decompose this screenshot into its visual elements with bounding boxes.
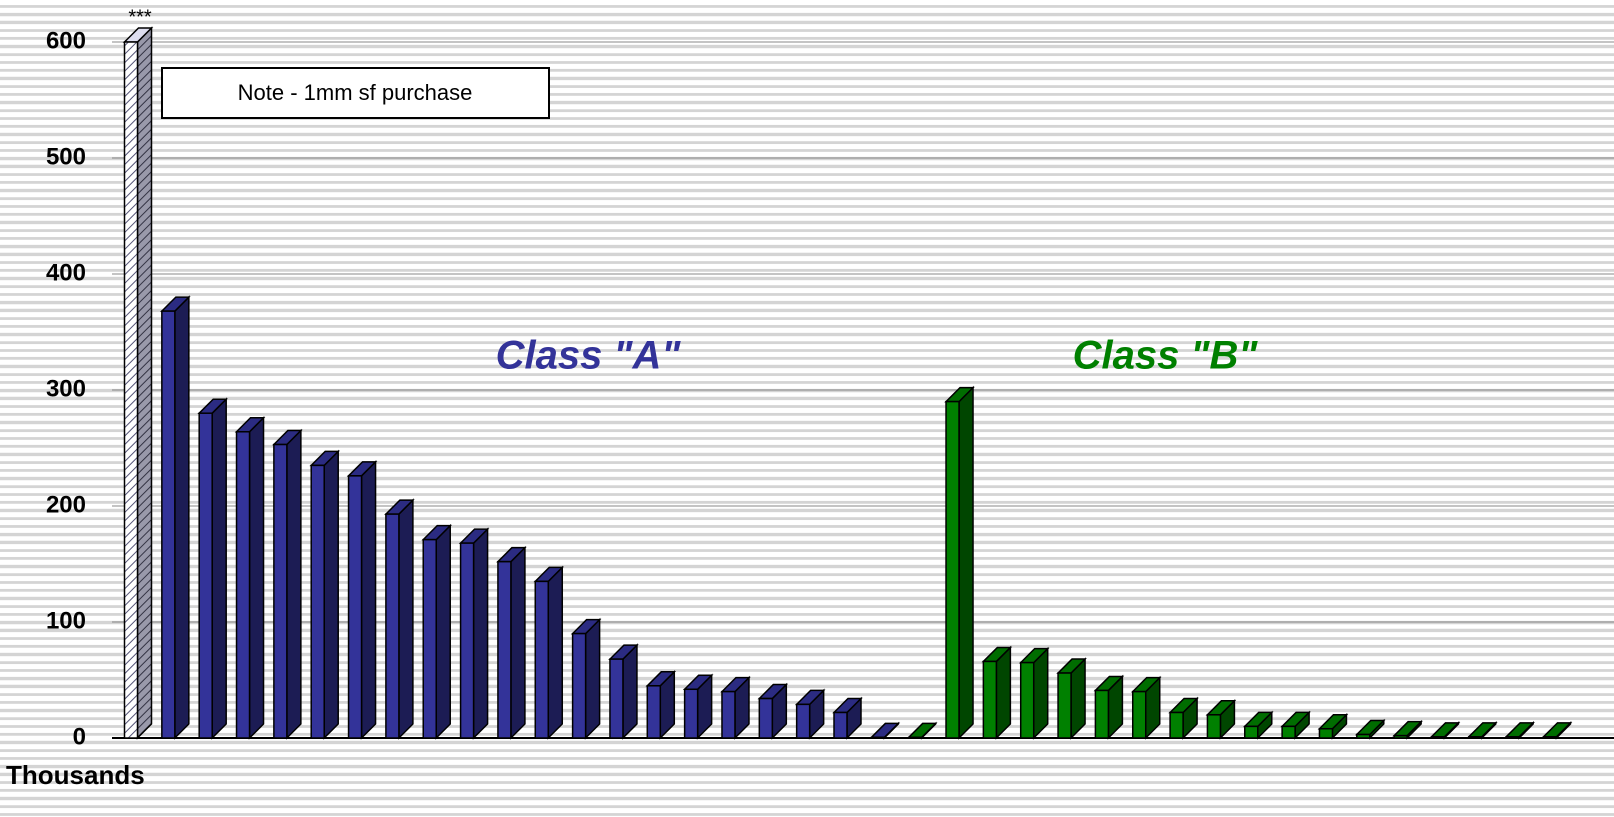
bar — [235, 431, 251, 739]
bar — [1094, 689, 1110, 739]
bar — [534, 580, 550, 739]
bar-side — [398, 498, 414, 740]
y-tick-label: 100 — [46, 607, 86, 634]
bar-side — [958, 385, 974, 740]
bar-side — [435, 523, 451, 740]
bar-side — [584, 617, 601, 740]
bar — [1131, 690, 1147, 739]
bar-side — [211, 397, 227, 740]
bar-side — [622, 643, 638, 740]
bar — [1468, 736, 1483, 739]
y-tick-label: 0 — [73, 723, 86, 750]
y-unit-label: Thousands — [6, 760, 145, 790]
class-label: Class "B" — [1073, 334, 1259, 378]
bars — [122, 26, 1573, 740]
bar — [758, 697, 774, 739]
bar — [721, 690, 736, 739]
bar — [1281, 725, 1296, 739]
y-tick-label: 600 — [46, 27, 86, 54]
bar — [1393, 734, 1408, 739]
bar — [1169, 711, 1184, 739]
bar-side — [547, 565, 564, 740]
bar — [1430, 736, 1446, 739]
bar — [1244, 725, 1259, 739]
bar-side — [472, 527, 489, 740]
bar — [422, 538, 437, 739]
bar — [497, 560, 512, 739]
bar-side — [286, 428, 302, 740]
bar — [1505, 736, 1520, 739]
bar-top — [1467, 722, 1498, 738]
note-box — [161, 67, 550, 119]
bar — [385, 513, 400, 739]
bar — [310, 464, 325, 739]
bar-top — [1429, 722, 1461, 738]
y-tick-label: 300 — [46, 375, 86, 402]
bar — [907, 736, 923, 739]
bar — [123, 41, 139, 739]
bar-side — [248, 415, 265, 740]
bar — [683, 688, 699, 739]
class-label: Class "A" — [496, 334, 682, 378]
bar — [1206, 714, 1222, 739]
bar — [571, 632, 587, 739]
y-tick-label: 500 — [46, 143, 86, 170]
bar — [945, 400, 960, 739]
bar — [1318, 727, 1334, 739]
bar — [1057, 672, 1072, 739]
bar-top — [1541, 722, 1573, 738]
bar-side — [1032, 646, 1049, 740]
bar-side — [323, 449, 339, 740]
bar — [833, 711, 848, 739]
annotation: *** — [128, 6, 152, 28]
y-tick-label: 400 — [46, 259, 86, 286]
bar-side — [136, 26, 153, 740]
bar — [1542, 736, 1558, 739]
grid: 0 100 200 300 400 500 600 — [46, 27, 1614, 750]
bar — [198, 412, 213, 739]
bar-side — [174, 295, 190, 740]
bar — [870, 736, 886, 739]
bar — [1019, 661, 1035, 739]
bar-side — [995, 645, 1012, 740]
bar-top — [906, 722, 938, 739]
bar-side — [360, 460, 377, 740]
bar — [347, 475, 363, 739]
annotation: Note - 1mm sf purchase — [238, 80, 473, 105]
bar — [161, 310, 176, 739]
bar — [609, 658, 624, 739]
bar-top — [1504, 722, 1535, 738]
bar — [459, 542, 475, 739]
bar — [982, 660, 998, 739]
bar-side — [510, 545, 526, 740]
bar — [795, 703, 811, 739]
bar — [273, 443, 288, 739]
bar — [1356, 733, 1371, 739]
bar-top — [869, 722, 901, 739]
bar — [646, 685, 662, 739]
y-tick-label: 200 — [46, 491, 86, 518]
